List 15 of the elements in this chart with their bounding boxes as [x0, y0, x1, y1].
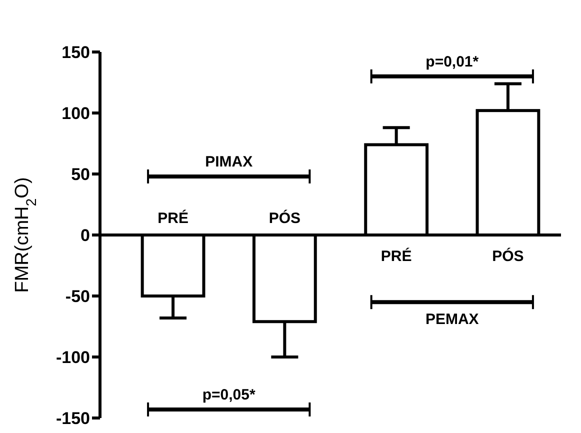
annotation: PIMAX — [205, 153, 253, 170]
x-tick-label: PÓS — [492, 247, 524, 265]
y-tick-label: -100 — [56, 348, 90, 367]
y-tick-label: 0 — [80, 226, 90, 245]
y-tick-label: 150 — [62, 42, 90, 62]
x-tick-label: PRÉ — [380, 247, 412, 265]
annotation: PEMAX — [425, 311, 479, 328]
annotation: p=0,05* — [202, 386, 256, 404]
y-tick-label: -50 — [65, 286, 90, 306]
x-tick-label: PÓS — [268, 209, 301, 227]
y-tick-label: -150 — [56, 408, 90, 428]
annotation: p=0,01* — [426, 53, 479, 70]
x-tick-label: PRÉ — [158, 209, 188, 227]
y-tick-label: 100 — [62, 104, 90, 123]
y-tick-label: 50 — [71, 164, 90, 184]
